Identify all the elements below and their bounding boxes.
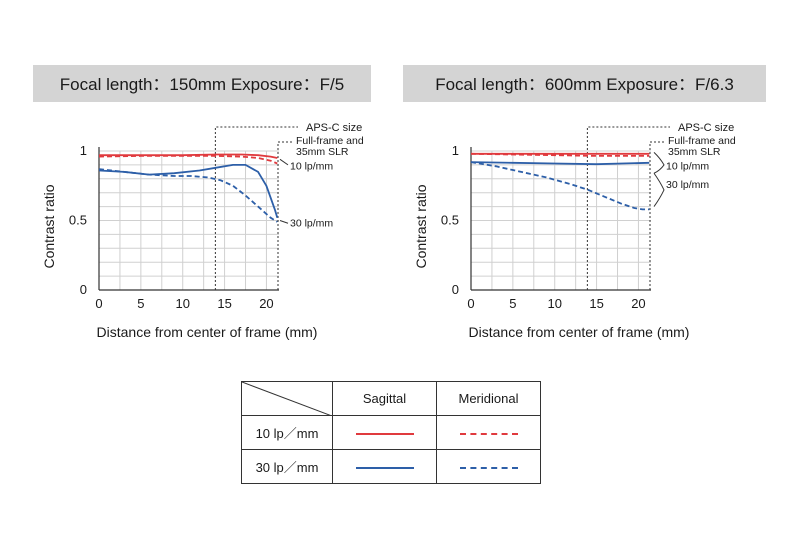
lp10-bracket [653,152,665,174]
x-tick-label: 10 [175,296,189,311]
series-line-2 [470,152,650,157]
x-tick-label: 15 [589,296,603,311]
legend-30-meridional-cell [436,449,541,484]
y-axis-label: Contrast ratio [413,184,429,268]
x-tick-label: 0 [467,296,474,311]
y-tick-label: 0 [80,282,87,297]
aps-c-label: APS-C size [678,122,734,134]
full-frame-label: 35mm SLR [296,146,349,158]
series-line-4 [98,168,278,223]
full-frame-label: Full-frame and [668,135,736,147]
x-tick-label: 5 [137,296,144,311]
legend-30-sagittal-cell [332,449,437,484]
series-line-3 [98,164,279,218]
series-line-3 [470,161,650,166]
x-tick-label: 15 [217,296,231,311]
y-axis-label: Contrast ratio [41,184,57,268]
chart-title: Focal length：600mm Exposure：F/6.3 [435,75,734,94]
lp30-label: 30 lp/mm [666,179,709,191]
lp10-label: 10 lp/mm [666,161,709,173]
x-tick-label: 20 [631,296,645,311]
legend-corner-cell [241,381,333,416]
legend-10-meridional-cell [436,415,541,450]
lp30-leader [279,220,289,224]
title-banner [33,65,371,102]
legend-row-30-label: 30 lp／mm [241,449,333,484]
series-line-2 [98,155,278,165]
legend-10-meridional-swatch [459,432,518,435]
lp30-label: 30 lp/mm [290,218,333,230]
lp10-leader [279,158,289,166]
chart-1: Focal length：150mm Exposure：F/50 5 10 15 200… [33,65,371,340]
y-tick-label: 0.5 [69,213,87,228]
legend-30-sagittal-swatch [355,466,414,469]
lp30-bracket [653,172,665,207]
series-line-4 [470,161,650,211]
legend-header-meridional: Meridional [436,381,541,416]
y-tick-label: 1 [80,143,87,158]
chart-title: Focal length：150mm Exposure：F/5 [60,75,344,94]
legend-10-sagittal-swatch [355,432,414,435]
x-axis-label: Distance from center of frame (mm) [469,324,690,340]
x-axis-label: Distance from center of frame (mm) [97,324,318,340]
legend-table: Sagittal Meridional 10 lp／mm 30 lp／mm [241,381,541,484]
y-tick-label: 0 [452,282,459,297]
y-tick-label: 1 [452,143,459,158]
lp10-label: 10 lp/mm [290,161,333,173]
legend-10-sagittal-cell [332,415,437,450]
x-tick-label: 0 [95,296,102,311]
full-frame-label: 35mm SLR [668,146,721,158]
diagonal-line [242,382,332,416]
chart-2: Focal length：600mm Exposure：F/6.30 5 10 15 2… [403,65,766,340]
y-tick-label: 0.5 [441,213,459,228]
x-tick-label: 10 [547,296,561,311]
x-tick-label: 5 [509,296,516,311]
legend-header-sagittal: Sagittal [332,381,437,416]
legend-30-meridional-swatch [459,466,518,469]
x-tick-label: 20 [259,296,273,311]
full-frame-label: Full-frame and [296,135,364,147]
aps-c-label: APS-C size [306,122,362,134]
title-banner [403,65,766,102]
legend-row-10-label: 10 lp／mm [241,415,333,450]
